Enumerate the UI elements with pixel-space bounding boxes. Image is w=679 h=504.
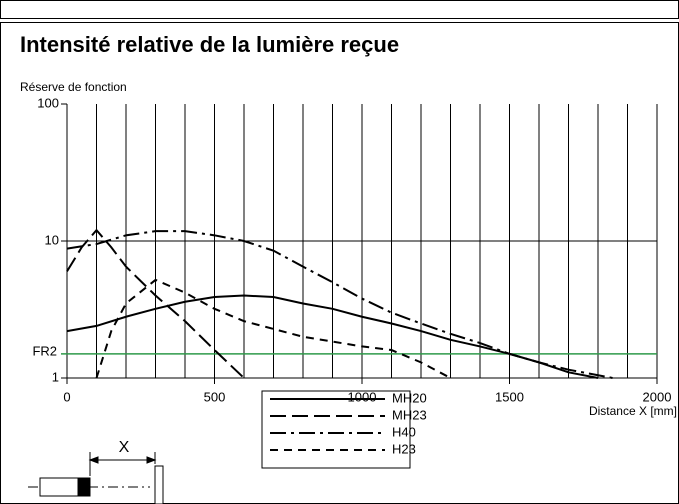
reference-label: FR2 <box>32 343 57 358</box>
series-line <box>95 278 451 379</box>
chart-title: Intensité relative de la lumière reçue <box>20 32 399 57</box>
legend-label: H23 <box>392 441 416 456</box>
legend-label: H40 <box>392 424 416 439</box>
legend-label: MH23 <box>392 407 427 422</box>
x-axis-label: Distance X [mm] <box>589 404 677 418</box>
y-tick-label: 100 <box>37 95 59 110</box>
series-line <box>66 230 613 379</box>
y-axis-label: Réserve de fonction <box>20 80 127 94</box>
x-tick-label: 1500 <box>495 389 524 404</box>
legend-label: MH20 <box>392 390 427 405</box>
x-tick-label: 500 <box>204 389 226 404</box>
x-tick-label: 2000 <box>643 389 672 404</box>
y-tick-label: 10 <box>45 232 59 247</box>
y-tick-label: 1 <box>52 369 59 384</box>
diagram-label: X <box>119 439 130 456</box>
x-tick-label: 0 <box>63 389 70 404</box>
x-tick-label: 1000 <box>348 389 377 404</box>
top-strip <box>0 0 679 19</box>
setup-diagram <box>28 452 164 504</box>
series-line <box>66 228 245 379</box>
legend <box>261 390 411 469</box>
